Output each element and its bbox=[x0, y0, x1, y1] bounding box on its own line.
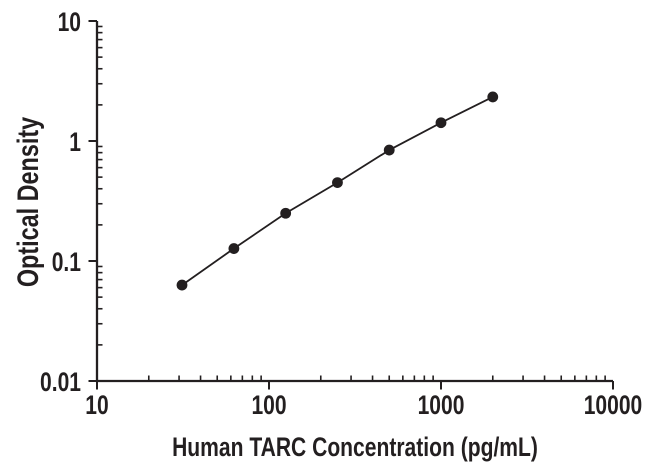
x-axis-title: Human TARC Concentration (pg/mL) bbox=[172, 432, 538, 462]
x-tick-label: 10 bbox=[85, 391, 108, 421]
curve-line bbox=[181, 96, 494, 286]
data-point bbox=[280, 207, 292, 219]
y-axis-title: Optical Density bbox=[12, 116, 45, 288]
data-point bbox=[487, 91, 499, 103]
y-tick-label: 10 bbox=[58, 8, 81, 38]
y-tick-label: 0.01 bbox=[40, 368, 81, 398]
data-point bbox=[383, 144, 395, 156]
x-tick-label: 1000 bbox=[418, 391, 465, 421]
data-point bbox=[228, 243, 240, 254]
axes-lines bbox=[95, 21, 613, 383]
data-point bbox=[176, 279, 188, 291]
y-tick-label: 0.1 bbox=[52, 248, 81, 278]
data-point bbox=[435, 117, 447, 129]
x-tick-label: 10000 bbox=[584, 391, 643, 421]
data-point bbox=[332, 177, 343, 189]
y-tick-label: 1 bbox=[69, 128, 81, 158]
x-tick-label: 100 bbox=[251, 391, 286, 421]
